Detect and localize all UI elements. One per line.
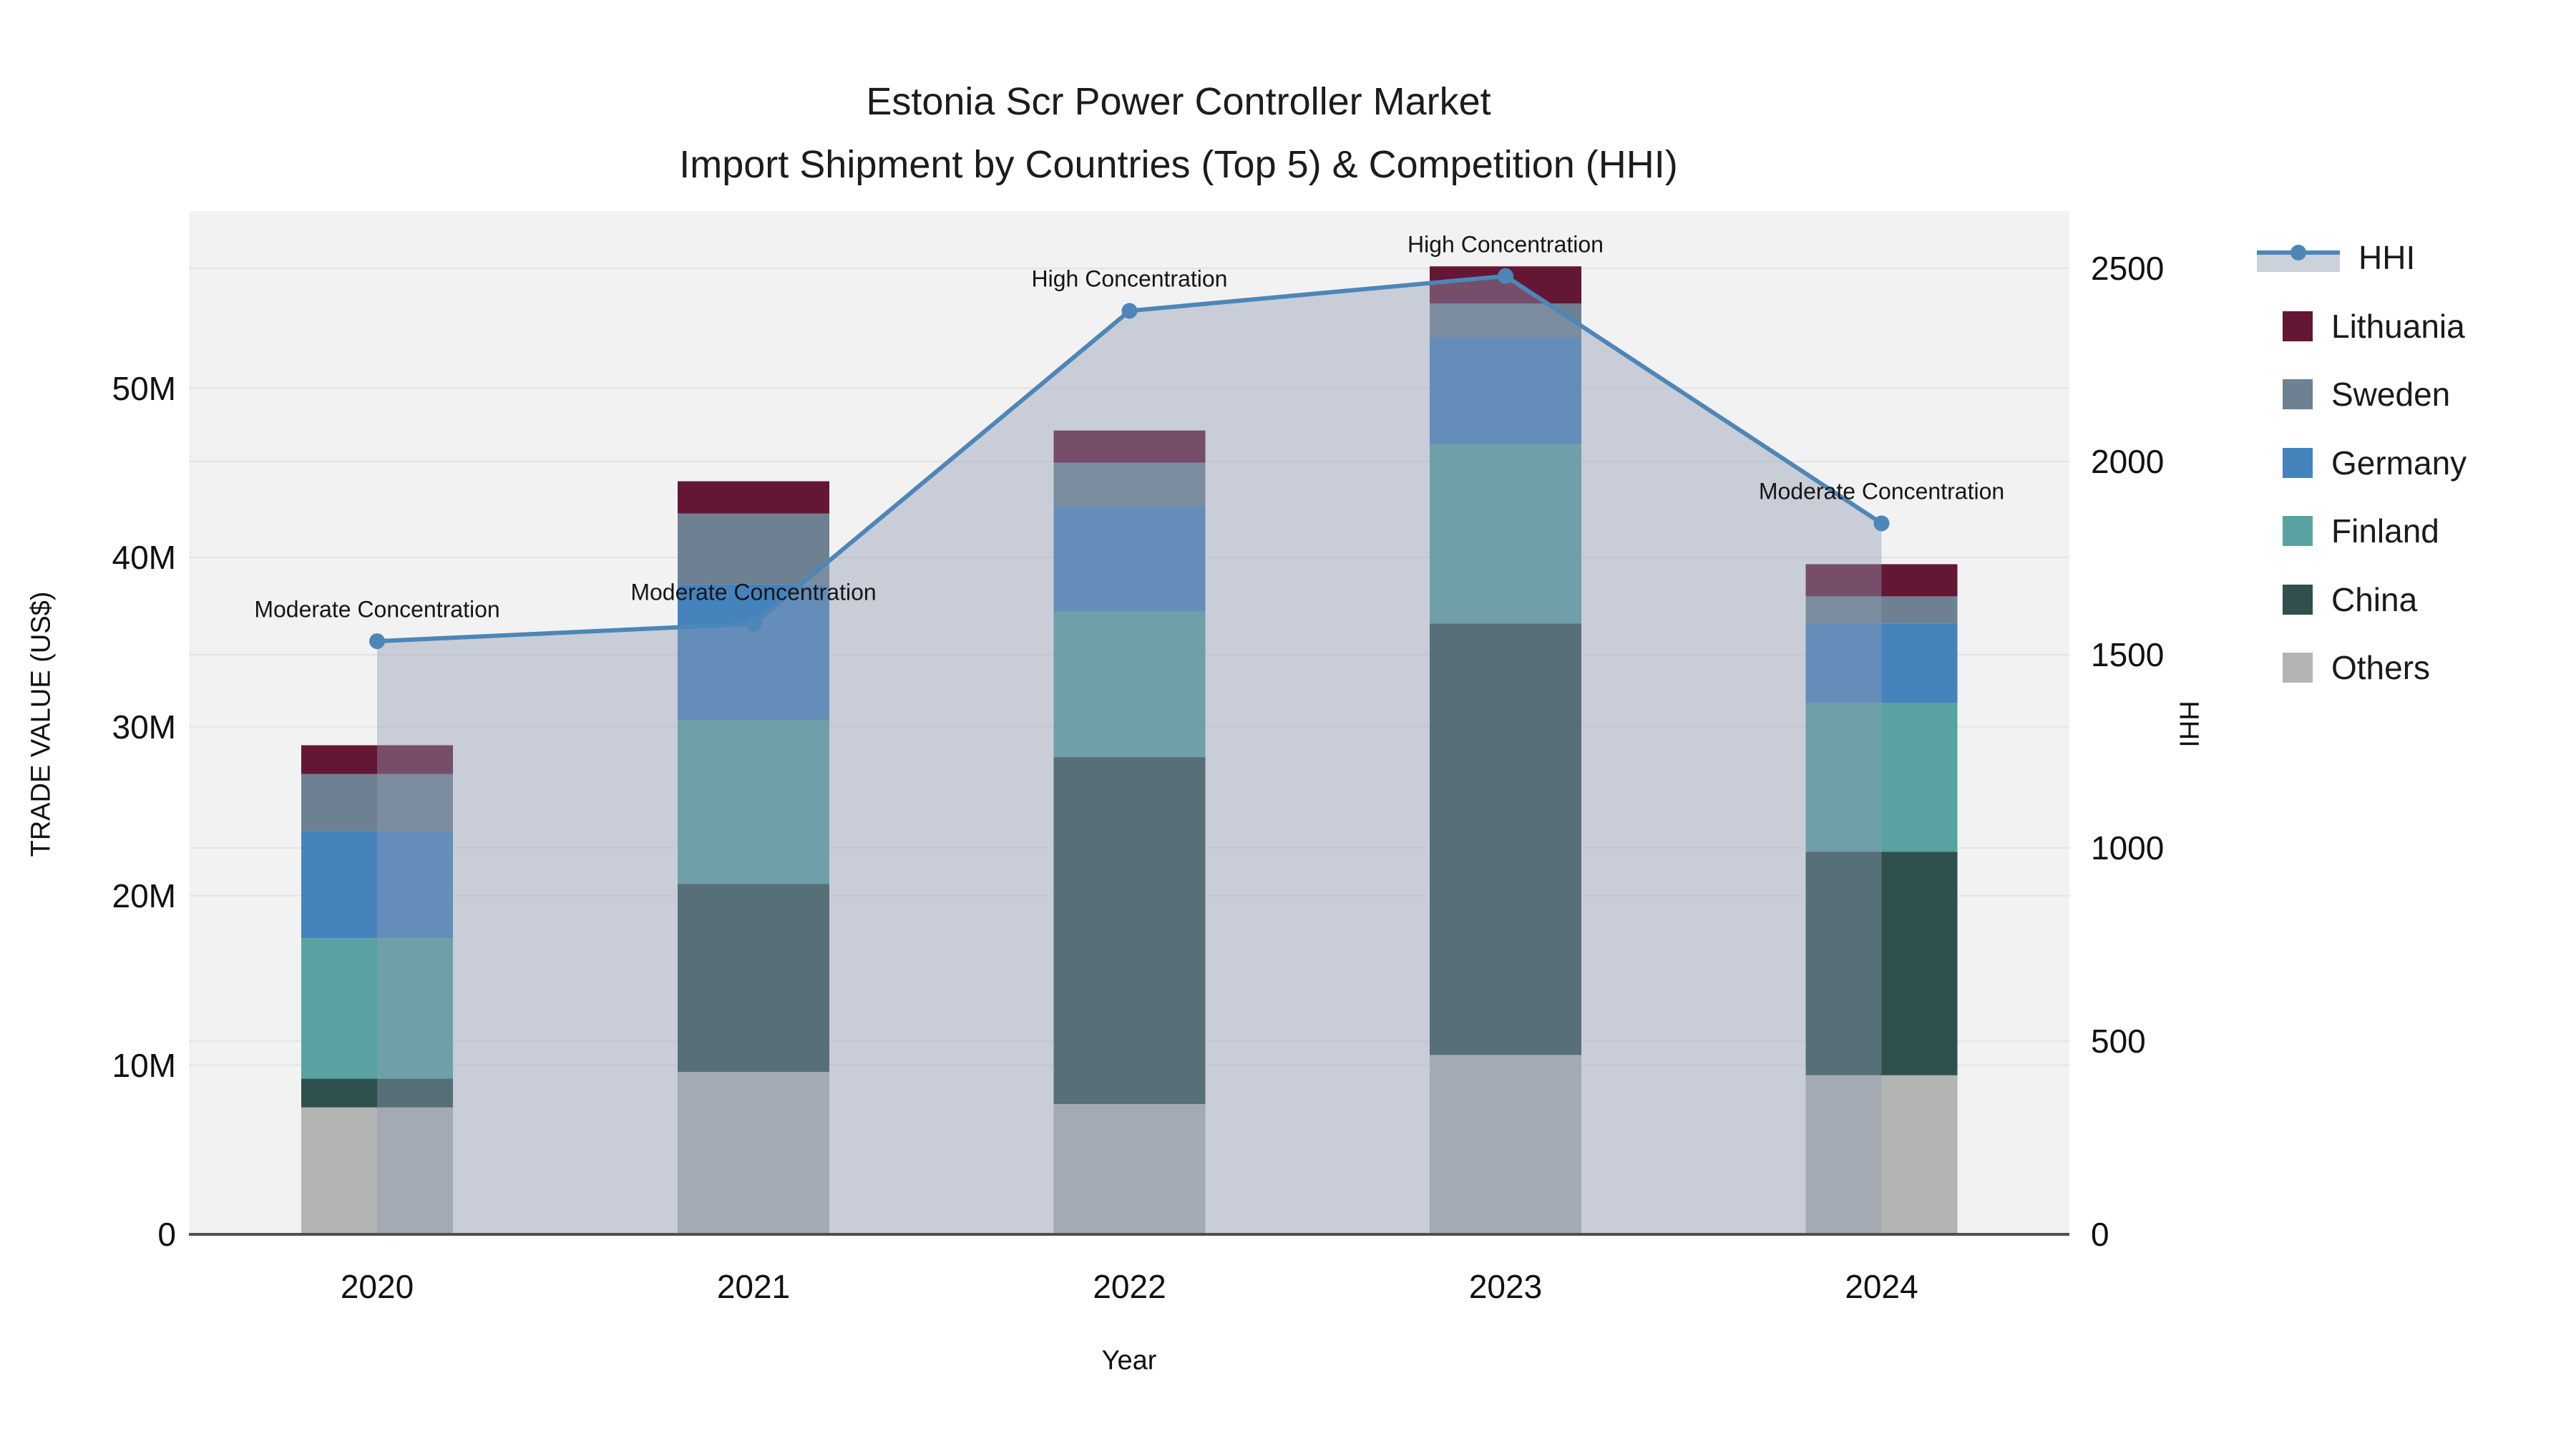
hhi-marker-2020	[369, 633, 385, 650]
bar-segment-finland-2024	[1805, 703, 1958, 852]
annotation-2021: Moderate Concentration	[630, 579, 877, 605]
legend-item-finland[interactable]: Finland	[2254, 498, 2576, 564]
legend-hhi-marker-dot	[2290, 245, 2306, 260]
y-tick-right-1500: 1500	[2091, 636, 2165, 673]
x-axis-title: Year	[1101, 1345, 1157, 1376]
y-axis-title-left: TRADE VALUE (US$)	[26, 591, 57, 857]
y-tick-right-1000: 1000	[2091, 829, 2165, 867]
legend-label-lithuania: Lithuania	[2331, 307, 2465, 345]
annotation-2022: High Concentration	[1031, 265, 1228, 292]
legend-item-germany[interactable]: Germany	[2254, 430, 2576, 496]
legend-swatch-sweden	[2283, 379, 2313, 409]
y-axis-title-right: HHI	[2173, 701, 2204, 748]
bar-segment-china-2023	[1430, 623, 1581, 1055]
annotation-2024: Moderate Concentration	[1758, 478, 2005, 504]
hhi-marker-2021	[746, 615, 761, 632]
legend-label-sweden: Sweden	[2331, 376, 2451, 413]
bar-segment-germany-2020	[301, 831, 453, 939]
y-tick-right-2000: 2000	[2091, 443, 2165, 480]
legend-item-others[interactable]: Others	[2254, 635, 2576, 701]
chart-title-line1: Estonia Scr Power Controller Market	[866, 80, 1491, 123]
legend-swatch-germany	[2283, 447, 2313, 478]
bar-segment-china-2021	[678, 884, 829, 1072]
legend-swatch-others	[2283, 653, 2313, 683]
bar-segment-sweden-2022	[1053, 462, 1206, 507]
bar-segment-germany-2021	[678, 584, 829, 721]
bar-segment-sweden-2020	[301, 774, 453, 832]
legend-item-lithuania[interactable]: Lithuania	[2254, 293, 2576, 359]
bar-segment-others-2024	[1805, 1075, 1958, 1234]
x-tick-2023: 2023	[1468, 1268, 1543, 1305]
bar-segment-germany-2023	[1430, 337, 1581, 444]
bar-segment-finland-2022	[1053, 611, 1206, 758]
bar-segment-china-2022	[1053, 757, 1206, 1104]
y-tick-left-50M: 50M	[112, 369, 176, 407]
bar-segment-sweden-2024	[1805, 596, 1958, 624]
y-tick-left-30M: 30M	[112, 708, 176, 746]
bar-segment-sweden-2021	[678, 513, 829, 585]
legend-swatch-lithuania	[2283, 311, 2313, 341]
bar-segment-others-2021	[678, 1071, 829, 1234]
legend-label-hhi: HHI	[2358, 239, 2416, 276]
hhi-area-fill	[377, 275, 1882, 1234]
bar-segment-others-2023	[1430, 1055, 1581, 1234]
bar-segment-lithuania-2021	[678, 481, 829, 514]
legend-label-china: China	[2331, 580, 2418, 618]
legend-label-germany: Germany	[2331, 444, 2467, 482]
y-tick-left-20M: 20M	[112, 877, 176, 914]
legend-label-others: Others	[2331, 649, 2431, 686]
y-tick-left-10M: 10M	[112, 1046, 176, 1084]
chart-title-line2: Import Shipment by Countries (Top 5) & C…	[679, 143, 1678, 186]
bar-segment-lithuania-2024	[1805, 564, 1958, 597]
legend-item-hhi[interactable]: HHI	[2254, 225, 2576, 291]
bar-segment-others-2020	[301, 1107, 453, 1234]
bar-segment-others-2022	[1053, 1103, 1206, 1234]
bar-segment-china-2024	[1805, 852, 1958, 1075]
y-tick-right-0: 0	[2091, 1216, 2109, 1253]
x-tick-2020: 2020	[340, 1268, 414, 1305]
annotation-2023: High Concentration	[1407, 231, 1604, 258]
bar-segment-germany-2022	[1053, 507, 1206, 612]
legend-label-finland: Finland	[2331, 512, 2439, 550]
legend-item-china[interactable]: China	[2254, 567, 2576, 633]
y-tick-left-40M: 40M	[112, 539, 176, 576]
annotation-2020: Moderate Concentration	[254, 596, 500, 623]
hhi-marker-2024	[1873, 515, 1890, 532]
bar-segment-finland-2021	[678, 720, 829, 884]
bar-segment-lithuania-2020	[301, 745, 453, 774]
x-tick-2022: 2022	[1093, 1268, 1166, 1305]
bar-segment-finland-2020	[301, 938, 453, 1079]
legend-swatch-finland	[2283, 516, 2313, 546]
y-tick-left-0: 0	[157, 1216, 176, 1253]
hhi-marker-2023	[1498, 268, 1513, 284]
legend-item-sweden[interactable]: Sweden	[2254, 361, 2576, 427]
x-tick-2021: 2021	[716, 1268, 791, 1305]
bar-segment-germany-2024	[1805, 623, 1958, 703]
bar-segment-finland-2023	[1430, 444, 1581, 624]
y-tick-right-500: 500	[2091, 1023, 2146, 1060]
bar-segment-china-2020	[301, 1078, 453, 1108]
legend-swatch-china	[2283, 584, 2313, 615]
legend-hhi-line-icon	[2257, 242, 2340, 273]
hhi-marker-2022	[1121, 303, 1138, 319]
bar-segment-lithuania-2022	[1053, 430, 1206, 463]
y-tick-right-2500: 2500	[2091, 250, 2165, 287]
x-tick-2024: 2024	[1845, 1268, 1918, 1305]
